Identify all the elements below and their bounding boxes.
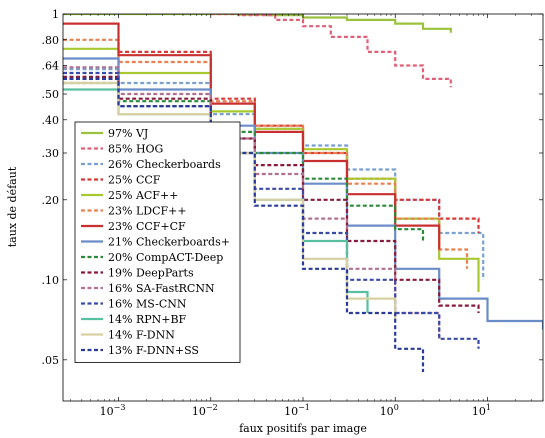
legend-label-9: 19% DeepParts	[108, 267, 194, 280]
legend-label-11: 16% MS-CNN	[108, 298, 187, 311]
legend-label-4: 25% ACF++	[108, 189, 178, 202]
series-layer	[63, 14, 543, 372]
legend-label-7: 21% Checkerboards+	[108, 236, 230, 249]
y-tick-label-7: .10	[42, 274, 60, 287]
y-axis-label: taux de défaut	[6, 166, 19, 247]
legend-label-10: 16% SA-FastRCNN	[108, 282, 215, 295]
series-line-10	[63, 66, 441, 339]
legend-label-2: 26% Checkerboards	[108, 158, 221, 171]
x-axis-label: faux positifs par image	[239, 422, 367, 435]
y-tick-label-5: .30	[42, 147, 60, 160]
y-tick-label-0: 1	[52, 8, 59, 21]
y-tick-label-3: .50	[42, 88, 60, 101]
x-tick-label-3: 100	[380, 403, 399, 418]
legend-label-6: 23% CCF+CF	[108, 220, 186, 233]
legend-label-13: 14% F-DNN	[108, 329, 175, 342]
series-line-14	[63, 77, 425, 372]
series-line-0	[63, 14, 452, 33]
x-tick-label-1: 10−2	[192, 403, 218, 418]
legend-label-3: 25% CCF	[108, 174, 161, 187]
legend-label-8: 20% CompACT-Deep	[108, 251, 223, 264]
x-tick-label-4: 101	[472, 403, 491, 418]
y-tick-label-2: .64	[42, 60, 60, 73]
legend-label-5: 23% LDCF++	[108, 205, 187, 218]
series-line-3	[118, 50, 480, 233]
y-tick-label-8: .05	[42, 354, 60, 367]
y-tick-label-4: .40	[42, 114, 60, 127]
axis-ticks: 10−3 10−2 10−1 100 101 1 .80 .64 .50 .40 .30 .20 .10…	[42, 8, 544, 418]
x-tick-label-2: 10−1	[284, 403, 310, 418]
legend-label-12: 14% RPN+BF	[108, 313, 187, 326]
series-line-8	[63, 81, 425, 241]
legend-label-0: 97% VJ	[108, 127, 148, 140]
y-tick-label-1: .80	[42, 34, 60, 47]
legend-label-1: 85% HOG	[108, 143, 163, 156]
series-line-2	[63, 68, 485, 280]
series-line-9	[63, 75, 480, 313]
y-tick-label-6: .20	[42, 194, 60, 207]
legend: 97% VJ 85% HOG 26% Checkerboards 25% CCF 25%…	[74, 121, 241, 363]
x-tick-label-0: 10−3	[100, 403, 126, 418]
series-line-1	[210, 14, 452, 88]
legend-label-14: 13% F-DNN+SS	[108, 344, 199, 357]
